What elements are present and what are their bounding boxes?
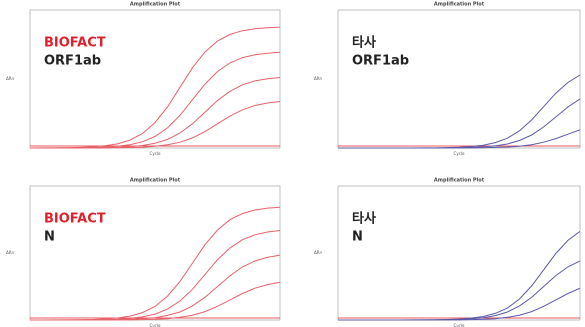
plot-area <box>29 185 281 321</box>
y-axis-label: ΔRn <box>314 250 323 255</box>
chart-label: BIOFACT <box>44 212 106 227</box>
chart-sublabel: N <box>44 230 55 245</box>
x-axis-label: Cycle <box>150 151 161 156</box>
y-axis-label: ΔRn <box>6 76 15 81</box>
x-axis-label: Cycle <box>454 323 465 327</box>
chart-title: Amplification Plot <box>434 178 485 184</box>
chart-title: Amplification Plot <box>434 2 485 8</box>
chart-title: Amplification Plot <box>130 2 181 8</box>
chart-sublabel: ORF1ab <box>44 54 101 69</box>
x-axis-label: Cycle <box>150 323 161 327</box>
chart-sublabel: ORF1ab <box>352 54 409 69</box>
chart-sublabel: N <box>352 230 363 245</box>
series-line <box>30 101 281 149</box>
plot-area <box>337 9 581 149</box>
y-axis-label: ΔRn <box>6 250 15 255</box>
y-axis-label: ΔRn <box>314 76 323 81</box>
chart-label: 타사 <box>352 35 376 51</box>
series-line <box>338 287 581 321</box>
plot-area <box>337 185 581 321</box>
chart-title: Amplification Plot <box>130 178 181 184</box>
series-line <box>338 129 581 149</box>
plot-area <box>29 9 281 149</box>
series-line <box>30 281 281 321</box>
chart-label: 타사 <box>352 211 376 227</box>
x-axis-label: Cycle <box>454 151 465 156</box>
chart-label: BIOFACT <box>44 36 106 51</box>
